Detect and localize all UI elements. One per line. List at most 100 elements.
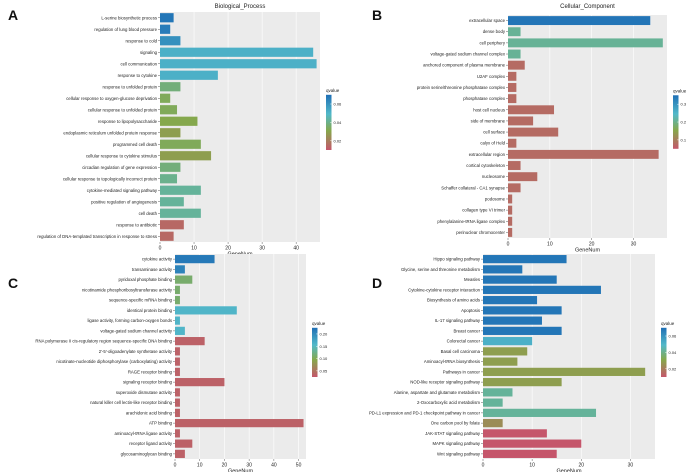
bar bbox=[175, 255, 215, 264]
category-label: Breast cancer bbox=[453, 328, 480, 333]
category-label: nucleosome bbox=[482, 174, 506, 179]
bar bbox=[508, 94, 517, 104]
category-label: cortical cytoskeleton bbox=[466, 163, 505, 168]
category-label: calyx of Held bbox=[480, 141, 505, 146]
legend-tick-label: 0.2 bbox=[681, 120, 687, 125]
bar bbox=[160, 59, 317, 69]
bar bbox=[508, 16, 651, 26]
bar bbox=[483, 357, 518, 366]
legend-tick-label: 0.04 bbox=[669, 350, 678, 355]
legend-colorbar bbox=[673, 95, 679, 149]
bar bbox=[508, 49, 521, 59]
category-label: pyridoxal phosphate binding bbox=[118, 277, 172, 282]
category-label: anchored component of plasma membrane bbox=[423, 63, 506, 68]
category-label: Schaffer collateral - CA1 synapse bbox=[441, 185, 505, 190]
bar bbox=[483, 367, 646, 376]
category-label: extracellular space bbox=[469, 18, 505, 23]
bar bbox=[508, 216, 513, 226]
category-label: U2AF complex bbox=[477, 74, 506, 79]
bar bbox=[160, 139, 201, 149]
category-label: signaling receptor binding bbox=[123, 380, 173, 385]
bar bbox=[175, 296, 180, 305]
bar bbox=[483, 388, 513, 397]
category-label: IL-17 signaling pathway bbox=[435, 318, 481, 323]
x-tick-label: 0 bbox=[482, 463, 485, 469]
chart-panel-a: A Biological_Process L-serine biosynthetic… bbox=[8, 4, 342, 258]
bar bbox=[508, 205, 513, 215]
bar bbox=[483, 275, 557, 284]
panel-letter: D bbox=[372, 275, 382, 291]
x-tick-label: 0 bbox=[507, 242, 510, 248]
category-label: Basal cell carcinoma bbox=[441, 349, 481, 354]
bar bbox=[483, 378, 562, 387]
bar bbox=[508, 172, 538, 182]
category-label: glycosaminoglycan binding bbox=[121, 451, 173, 456]
bar bbox=[175, 337, 205, 346]
bar bbox=[508, 105, 555, 115]
chart-panel-c: CMolecular_Functioncytokine activitytran… bbox=[8, 254, 328, 472]
plot-background bbox=[483, 254, 655, 459]
bar bbox=[160, 162, 181, 172]
category-label: response to cytokine bbox=[118, 73, 158, 78]
category-label: Hippo signaling pathway bbox=[433, 257, 480, 262]
legend-tick-label: 0.06 bbox=[334, 102, 343, 107]
chart-panel-b: B Cellular_Component extracellular space de… bbox=[372, 4, 687, 254]
bar bbox=[175, 378, 225, 387]
category-label: RNA polymerase II cis-regulatory region … bbox=[35, 339, 172, 344]
category-label: cellular response to topologically incor… bbox=[63, 176, 158, 181]
chart-title: Biological_Process bbox=[215, 4, 266, 10]
legend-tick-label: 0.1 bbox=[681, 137, 687, 142]
category-label: receptor ligand activity bbox=[129, 441, 173, 446]
category-label: nicotinamide phosphoribosyltransferase a… bbox=[82, 287, 173, 292]
bar bbox=[160, 13, 174, 23]
legend-title: qvalue bbox=[661, 321, 675, 326]
category-label: cell death bbox=[139, 211, 158, 216]
category-label: cellular response to cytokine stimulus bbox=[86, 153, 157, 158]
bar bbox=[160, 151, 212, 161]
bar bbox=[483, 285, 601, 294]
bar bbox=[160, 93, 171, 103]
plot-background bbox=[175, 254, 306, 459]
category-label: host cell nucleus bbox=[473, 107, 505, 112]
bar bbox=[175, 367, 180, 376]
category-label: regulation of lung blood pressure bbox=[94, 27, 157, 32]
category-label: Aminoacyl-tRNA biosynthesis bbox=[424, 359, 480, 364]
legend-colorbar bbox=[326, 94, 332, 150]
bar bbox=[175, 449, 185, 458]
x-tick-label: 30 bbox=[631, 242, 637, 248]
bar bbox=[483, 408, 597, 417]
legend-colorbar bbox=[661, 327, 667, 377]
category-label: nicotinate-nucleotide diphosphorylase (c… bbox=[56, 359, 172, 364]
x-axis-label: GeneNum bbox=[228, 469, 253, 472]
category-label: voltage-gated sodium channel activity bbox=[100, 328, 173, 333]
bar bbox=[508, 127, 559, 137]
bar bbox=[175, 419, 304, 428]
bar bbox=[508, 161, 521, 170]
category-label: side of membrane bbox=[471, 118, 506, 123]
category-label: Cytokine-cytokine receptor interaction bbox=[408, 287, 480, 292]
category-label: aminoacyl-tRNA ligase activity bbox=[114, 431, 172, 436]
category-label: extracellular region bbox=[469, 152, 506, 157]
bar bbox=[175, 265, 185, 274]
chart-title: Cellular_Component bbox=[560, 4, 615, 10]
x-tick-label: 20 bbox=[579, 463, 585, 469]
bar bbox=[508, 116, 534, 126]
x-tick-label: 50 bbox=[296, 463, 302, 469]
x-tick-label: 0 bbox=[174, 463, 177, 469]
category-label: sequence-specific mRNA binding bbox=[109, 298, 173, 303]
legend-tick-label: 0.3 bbox=[681, 102, 687, 107]
bar bbox=[508, 227, 513, 237]
x-tick-label: 30 bbox=[246, 463, 252, 469]
bar bbox=[508, 183, 521, 193]
bar bbox=[160, 231, 174, 241]
bar bbox=[175, 285, 180, 294]
bar bbox=[483, 398, 503, 407]
x-tick-label: 10 bbox=[529, 463, 535, 469]
bar bbox=[175, 347, 180, 356]
bar bbox=[483, 296, 538, 305]
x-tick-label: 10 bbox=[197, 463, 203, 469]
category-label: Glycine, serine and threonine metabolism bbox=[401, 267, 480, 272]
legend-tick-label: 0.20 bbox=[320, 331, 329, 336]
legend-title: qvalue bbox=[326, 88, 340, 93]
category-label: MAPK signaling pathway bbox=[432, 441, 480, 446]
